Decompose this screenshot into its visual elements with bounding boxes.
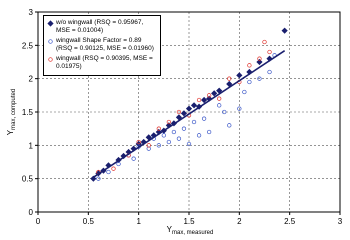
point <box>180 110 188 117</box>
point <box>206 93 212 98</box>
point <box>267 49 272 55</box>
point <box>267 69 272 75</box>
y-tick-label: 2 <box>29 75 34 84</box>
legend-label: wingwall (RSQ = 0.90395, MSE = 0.01975) <box>56 55 153 70</box>
point <box>196 97 202 103</box>
x-tick-label: 0 <box>36 217 41 226</box>
point <box>211 90 218 97</box>
point <box>262 39 267 45</box>
point <box>185 105 193 112</box>
point <box>156 126 161 131</box>
y-axis-label: Ymax, computed <box>6 89 17 135</box>
point <box>116 161 121 167</box>
legend-marker <box>48 39 53 44</box>
point <box>166 119 172 125</box>
point <box>201 96 208 104</box>
point <box>176 109 182 115</box>
point <box>48 39 53 44</box>
legend-marker <box>47 20 54 27</box>
point <box>171 129 177 135</box>
y-label-main: Y <box>6 129 15 135</box>
point <box>201 116 207 121</box>
y-label-sub: max, computed <box>11 89 17 130</box>
point <box>217 103 222 108</box>
point <box>281 27 288 34</box>
point <box>217 96 222 101</box>
point <box>236 72 243 79</box>
point <box>247 63 252 68</box>
x-label-sub: max, measured <box>172 230 213 236</box>
point <box>257 76 262 81</box>
point <box>222 109 227 115</box>
x-axis-label: Ymax, measured <box>167 225 214 236</box>
legend-item: wingwall Shape Factor = 0.89 (RSQ = 0.90… <box>47 37 157 53</box>
point <box>48 57 53 62</box>
point <box>156 143 161 148</box>
point <box>191 119 197 125</box>
point <box>256 58 263 66</box>
legend-item: w/o wingwall (RSQ = 0.95967, MSE = 0.010… <box>47 19 157 35</box>
point <box>131 156 136 161</box>
y-tick-label: 2.5 <box>22 41 34 50</box>
y-tick-label: 1 <box>29 141 34 150</box>
y-tick-label: 1.5 <box>22 108 34 117</box>
point <box>47 20 54 27</box>
y-tick-label: 3 <box>29 8 34 17</box>
point <box>146 143 151 148</box>
point <box>181 126 187 131</box>
x-tick-label: 1 <box>136 217 141 226</box>
point <box>190 102 198 109</box>
point <box>161 133 166 138</box>
point <box>227 123 232 128</box>
x-tick-label: 2.5 <box>284 217 296 226</box>
x-label-main: Y <box>167 225 173 234</box>
point <box>227 76 232 81</box>
plot-frame <box>37 11 341 213</box>
point <box>186 141 192 147</box>
legend-item: wingwall (RSQ = 0.90395, MSE = 0.01975) <box>47 55 157 71</box>
point <box>242 89 247 95</box>
point <box>106 169 111 175</box>
point <box>196 133 202 138</box>
x-tick-label: 0.5 <box>83 217 95 226</box>
point <box>176 136 182 141</box>
y-tick-label: 0 <box>29 208 34 217</box>
y-tick-label: 0.5 <box>22 175 34 184</box>
x-tick-label: 2 <box>237 217 242 226</box>
point <box>111 166 116 171</box>
point <box>166 139 172 145</box>
x-tick-label: 1.5 <box>183 217 195 226</box>
point <box>206 129 212 135</box>
legend: w/o wingwall (RSQ = 0.95967, MSE = 0.010… <box>43 15 161 76</box>
point <box>247 79 252 85</box>
fit-line <box>92 49 286 178</box>
point <box>96 176 101 181</box>
x-tick-label: 3 <box>338 217 343 226</box>
point <box>136 139 141 145</box>
legend-marker <box>48 57 53 62</box>
point <box>237 106 242 111</box>
point <box>257 56 262 61</box>
legend-label: wingwall Shape Factor = 0.89 (RSQ = 0.90… <box>56 37 154 52</box>
legend-label: w/o wingwall (RSQ = 0.95967, MSE = 0.010… <box>56 19 144 34</box>
